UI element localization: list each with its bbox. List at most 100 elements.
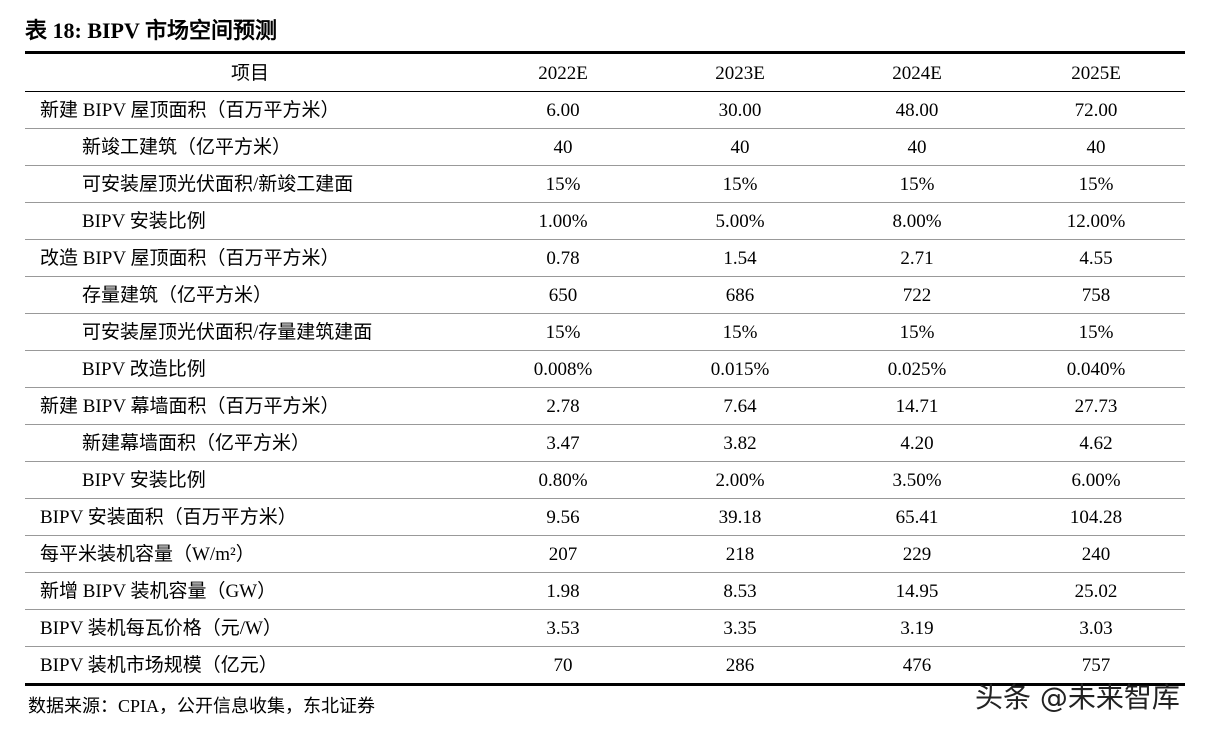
row-rule	[25, 609, 1185, 610]
row-rule	[25, 350, 1185, 351]
row-label: 改造 BIPV 屋顶面积（百万平方米）	[40, 248, 340, 269]
row-label: 存量建筑（亿平方米）	[82, 285, 273, 306]
row-label: BIPV 安装比例	[82, 211, 206, 232]
rule	[25, 51, 1185, 54]
row-label: BIPV 安装面积（百万平方米）	[40, 507, 297, 528]
cell: 72.00	[1074, 100, 1118, 121]
row-label: 可安装屋顶光伏面积/新竣工建面	[82, 174, 354, 195]
row-label: 新建幕墙面积（亿平方米）	[82, 433, 311, 454]
cell: 40	[730, 137, 750, 158]
row-rule	[25, 387, 1185, 388]
cell: 0.025%	[887, 359, 947, 380]
row-label: 新竣工建筑（亿平方米）	[82, 137, 292, 158]
cell: 9.56	[546, 507, 580, 528]
row-rule	[25, 572, 1185, 573]
cell: 65.41	[895, 507, 939, 528]
cell: 15%	[1078, 174, 1114, 195]
row-rule	[25, 498, 1185, 499]
cell: 7.64	[723, 396, 757, 417]
cell: 758	[1081, 285, 1111, 306]
row-label: 新增 BIPV 装机容量（GW）	[40, 581, 277, 602]
cell: 0.008%	[533, 359, 593, 380]
cell: 3.47	[546, 433, 580, 454]
cell: 39.18	[718, 507, 762, 528]
cell: 218	[725, 544, 755, 565]
cell: 40	[1086, 137, 1106, 158]
cell: 1.54	[723, 248, 757, 269]
cell: 27.73	[1074, 396, 1118, 417]
row-rule	[25, 165, 1185, 166]
row-rule	[25, 239, 1185, 240]
cell: 3.82	[723, 433, 757, 454]
row-rule	[25, 202, 1185, 203]
cell: 3.35	[723, 618, 757, 639]
cell: 3.03	[1079, 618, 1113, 639]
cell: 30.00	[718, 100, 762, 121]
header-cell: 2024E	[892, 63, 942, 84]
rule	[25, 683, 1185, 686]
cell: 40	[907, 137, 927, 158]
cell: 3.50%	[892, 470, 942, 491]
cell: 6.00	[546, 100, 580, 121]
cell: 70	[553, 655, 573, 676]
row-label: BIPV 装机每瓦价格（元/W）	[40, 618, 282, 639]
cell: 15%	[545, 174, 581, 195]
cell: 8.00%	[892, 211, 942, 232]
cell: 0.040%	[1066, 359, 1126, 380]
row-rule	[25, 128, 1185, 129]
cell: 6.00%	[1071, 470, 1121, 491]
cell: 2.71	[900, 248, 934, 269]
row-rule	[25, 646, 1185, 647]
cell: 15%	[722, 174, 758, 195]
cell: 0.015%	[710, 359, 770, 380]
row-label: 每平米装机容量（W/m²）	[40, 544, 255, 565]
cell: 476	[902, 655, 932, 676]
cell: 12.00%	[1066, 211, 1126, 232]
watermark: 头条 @未来智库	[975, 681, 1180, 714]
row-rule	[25, 424, 1185, 425]
row-label: 新建 BIPV 屋顶面积（百万平方米）	[40, 100, 340, 121]
cell: 104.28	[1069, 507, 1123, 528]
cell: 3.19	[900, 618, 934, 639]
cell: 5.00%	[715, 211, 765, 232]
cell: 3.53	[546, 618, 580, 639]
cell: 686	[725, 285, 755, 306]
cell: 15%	[545, 322, 581, 343]
cell: 25.02	[1074, 581, 1118, 602]
cell: 2.00%	[715, 470, 765, 491]
cell: 286	[725, 655, 755, 676]
header-cell: 2022E	[538, 63, 588, 84]
row-rule	[25, 461, 1185, 462]
cell: 15%	[899, 174, 935, 195]
cell: 4.62	[1079, 433, 1113, 454]
cell: 229	[902, 544, 932, 565]
source: 数据来源：CPIA，公开信息收集，东北证券	[28, 696, 376, 716]
cell: 0.80%	[538, 470, 588, 491]
cell: 4.55	[1079, 248, 1113, 269]
row-rule	[25, 313, 1185, 314]
cell: 1.98	[546, 581, 580, 602]
header-cell: 项目	[230, 63, 270, 84]
cell: 4.20	[900, 433, 934, 454]
cell: 40	[553, 137, 573, 158]
cell: 722	[902, 285, 932, 306]
cell: 2.78	[546, 396, 580, 417]
row-label: 新建 BIPV 幕墙面积（百万平方米）	[40, 396, 340, 417]
cell: 0.78	[546, 248, 580, 269]
row-label: 可安装屋顶光伏面积/存量建筑建面	[82, 322, 373, 343]
cell: 48.00	[895, 100, 939, 121]
cell: 8.53	[723, 581, 757, 602]
row-label: BIPV 安装比例	[82, 470, 206, 491]
cell: 757	[1081, 655, 1111, 676]
header-cell: 2023E	[715, 63, 765, 84]
cell: 15%	[1078, 322, 1114, 343]
header-cell: 2025E	[1071, 63, 1121, 84]
cell: 1.00%	[538, 211, 588, 232]
row-rule	[25, 276, 1185, 277]
cell: 14.95	[895, 581, 939, 602]
cell: 207	[548, 544, 578, 565]
row-label: BIPV 改造比例	[82, 359, 206, 380]
cell: 650	[548, 285, 578, 306]
row-rule	[25, 535, 1185, 536]
